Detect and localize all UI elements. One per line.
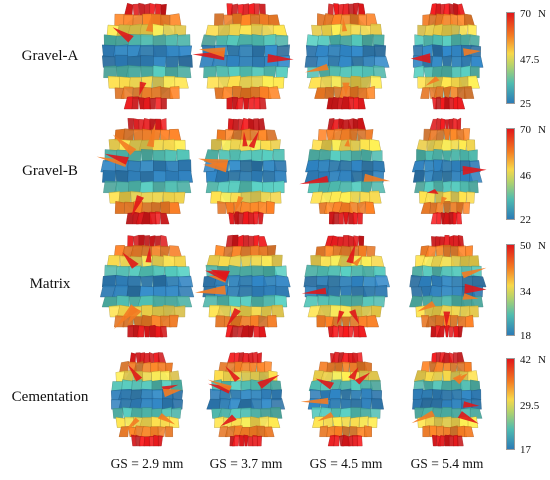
- rose-glyph: [411, 117, 487, 225]
- row-label-cementation: Cementation: [11, 389, 89, 405]
- colorbar-min-label: 17: [520, 444, 531, 456]
- rose-diagram-1-1: [196, 117, 296, 227]
- rose-diagram-3-0: [97, 345, 197, 455]
- colorbar-unit-label: N: [538, 124, 546, 136]
- rose-glyph: [101, 2, 193, 110]
- colorbar-unit-label: N: [538, 354, 546, 366]
- colorbar-min-label: 25: [520, 98, 531, 110]
- rose-glyph: [110, 352, 184, 447]
- column-label-gs-3-7: GS = 3.7 mm: [209, 456, 283, 471]
- colorbar-min-label: 18: [520, 330, 531, 342]
- column-label-gs-5-4: GS = 5.4 mm: [410, 456, 484, 471]
- colorbar-gradient: [506, 358, 515, 450]
- rose-glyph: [410, 2, 484, 110]
- rose-diagram-3-2: [296, 345, 396, 455]
- colorbar-max-label: 42: [520, 354, 531, 366]
- colorbar-gradient: [506, 244, 515, 336]
- colorbar-mid-label: 29.5: [520, 400, 540, 412]
- rose-diagram-1-0: [96, 117, 197, 227]
- rose-glyph: [96, 118, 193, 225]
- rose-diagram-0-1: [192, 2, 296, 112]
- rose-diagram-2-1: [195, 232, 296, 342]
- colorbar-mid-label: 47.5: [520, 54, 540, 66]
- rose-glyph: [206, 351, 286, 447]
- rose-glyph: [195, 234, 291, 338]
- column-label-gs-4-5: GS = 4.5 mm: [309, 456, 383, 471]
- rose-glyph: [198, 117, 287, 225]
- colorbar-mid-label: 34: [520, 286, 531, 298]
- rose-glyph: [192, 3, 294, 110]
- colorbar-max-label: 70: [520, 124, 531, 136]
- colorbar-mid-label: 46: [520, 170, 531, 182]
- rose-glyph: [409, 234, 487, 338]
- colorbar-matrix: 50 N 34 18: [506, 240, 546, 342]
- colorbar-unit-label: N: [538, 240, 546, 252]
- column-label-gs-2-9: GS = 2.9 mm: [110, 456, 184, 471]
- rose-diagram-2-0: [97, 232, 197, 342]
- colorbar-cementation: 42 N 29.5 17: [506, 354, 546, 456]
- rose-diagram-3-3: [397, 345, 497, 455]
- rose-glyph: [304, 2, 390, 110]
- rose-glyph: [100, 234, 195, 338]
- colorbar-max-label: 70: [520, 8, 531, 20]
- rose-diagram-1-3: [397, 117, 497, 227]
- rose-diagram-2-3: [397, 232, 497, 342]
- colorbar-gradient: [506, 128, 515, 220]
- rose-diagram-3-1: [196, 345, 296, 455]
- row-label-gravel-a: Gravel-A: [21, 48, 79, 64]
- rose-glyph: [299, 117, 391, 225]
- rose-diagram-0-0: [97, 2, 197, 112]
- rose-diagram-1-2: [296, 117, 396, 227]
- rose-diagram-0-2: [296, 2, 396, 112]
- colorbar-gradient: [506, 12, 515, 104]
- colorbar-gravel-b: 70 N 46 22: [506, 124, 546, 226]
- colorbar-unit-label: N: [538, 8, 546, 20]
- colorbar-gravel-a: 70 N 47.5 25: [506, 8, 546, 110]
- rose-glyph: [411, 352, 483, 447]
- row-label-matrix: Matrix: [29, 276, 71, 292]
- rose-glyph: [301, 235, 390, 338]
- rose-diagram-2-2: [296, 232, 396, 342]
- row-label-gravel-b: Gravel-B: [22, 163, 78, 179]
- colorbar-max-label: 50: [520, 240, 531, 252]
- rose-glyph: [300, 351, 384, 447]
- colorbar-min-label: 22: [520, 214, 531, 226]
- rose-diagram-0-3: [397, 2, 497, 112]
